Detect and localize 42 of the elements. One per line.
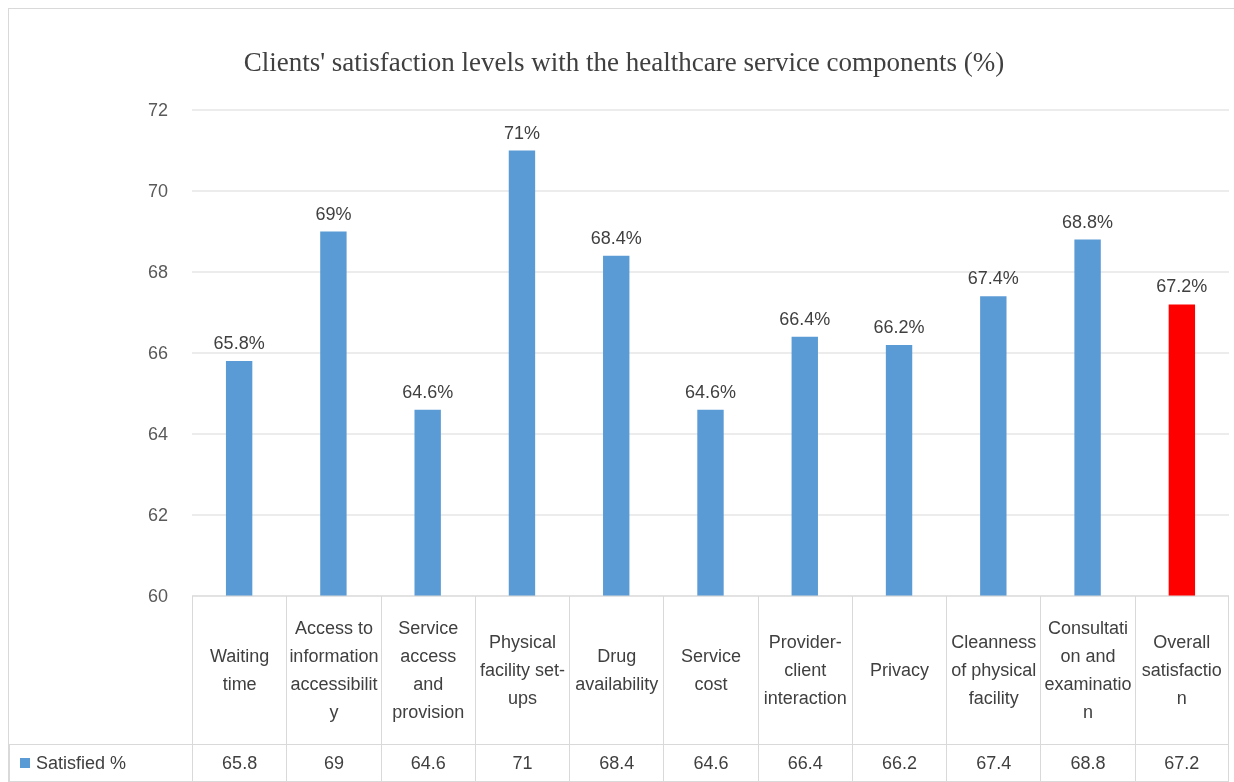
- annotation: 68.8%: [1062, 211, 1114, 232]
- x-tick-label: Drug availability: [569, 596, 664, 744]
- annotation: 71%: [503, 122, 540, 143]
- x-tick-label: Service access and provision: [380, 596, 475, 744]
- y-tick-label: 68: [147, 262, 168, 283]
- data-label: 66.2: [851, 745, 947, 781]
- annotation: 65.8%: [213, 333, 265, 354]
- annotation: 64.6%: [402, 381, 454, 402]
- data-label: 68.8: [1040, 745, 1135, 781]
- chart-title: Clients' satisfaction levels with the healthcare service components (%): [242, 47, 1006, 78]
- x-tick-label: Overall satisfaction: [1134, 596, 1229, 744]
- x-tick-label: Cleanness of physical facility: [946, 596, 1041, 744]
- x-tick-label: Physical facility set-ups: [474, 596, 570, 744]
- annotation: 68.4%: [590, 227, 642, 248]
- data-label: 65.8: [192, 745, 287, 781]
- data-label: 68.4: [569, 745, 664, 781]
- y-tick-label: 60: [147, 586, 168, 607]
- x-tick-label: Access to information accessibility: [286, 596, 381, 744]
- legend-label: Satisfied %: [9, 745, 192, 781]
- x-tick-label: Service cost: [663, 596, 758, 744]
- y-tick-label: 62: [147, 505, 168, 526]
- data-label: 64.6: [380, 745, 475, 781]
- x-tick-label: Waiting time: [192, 596, 287, 744]
- y-tick-label: 64: [147, 424, 168, 445]
- annotation: 66.2%: [873, 316, 925, 337]
- y-tick-label: 70: [147, 181, 168, 202]
- annotation: 69%: [315, 203, 352, 224]
- data-label: 64.6: [663, 745, 758, 781]
- x-tick-label: Consultation and examination: [1040, 596, 1135, 744]
- x-tick-label: Provider-client interaction: [757, 596, 852, 744]
- annotation: 64.6%: [684, 381, 737, 402]
- data-label: 71: [474, 745, 570, 781]
- annotation: 67.2%: [1156, 276, 1208, 297]
- y-tick-label: 66: [147, 343, 168, 364]
- data-label: 66.4: [757, 745, 852, 781]
- y-tick-label: 72: [147, 100, 168, 121]
- data-label: 67.4: [946, 745, 1041, 781]
- data-label: 67.2: [1134, 745, 1229, 781]
- x-tick-label: Privacy: [851, 596, 947, 744]
- annotation: 67.4%: [967, 268, 1019, 289]
- data-label: 69: [286, 745, 381, 781]
- annotation: 66.4%: [779, 308, 831, 329]
